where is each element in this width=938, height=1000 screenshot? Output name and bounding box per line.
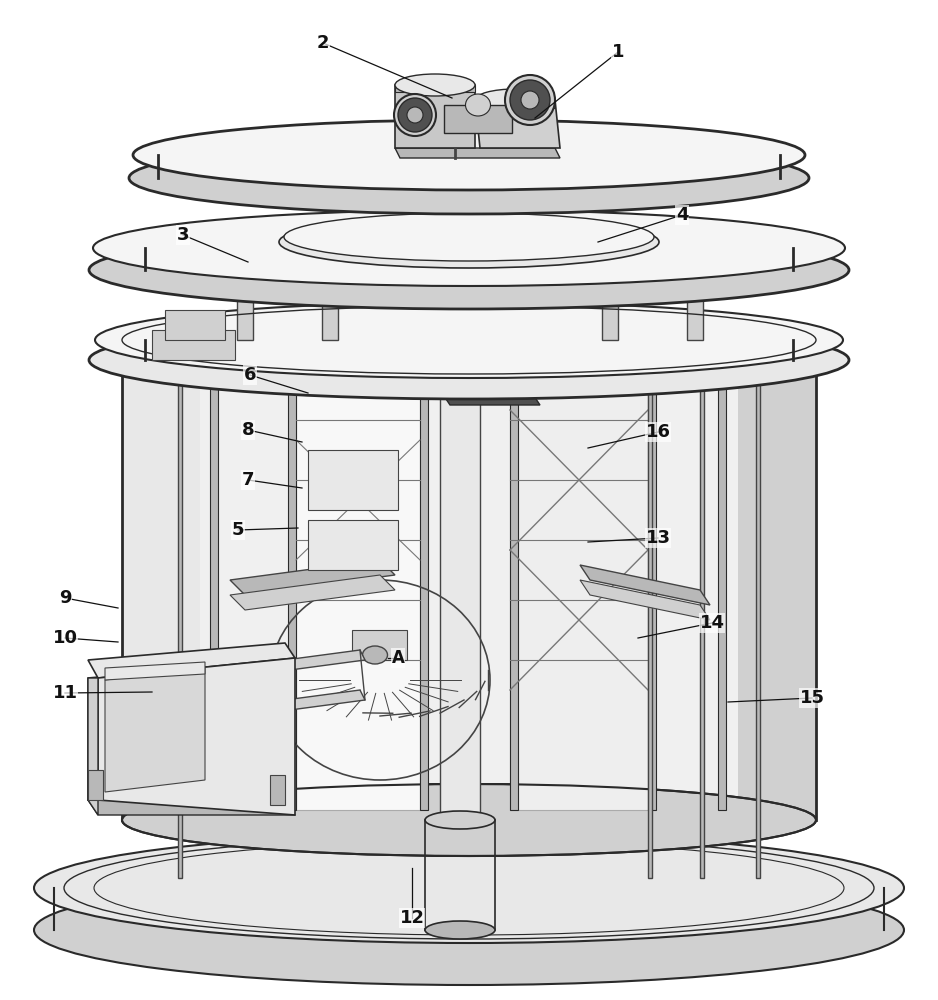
Ellipse shape [521, 91, 539, 109]
Polygon shape [88, 678, 98, 815]
Polygon shape [510, 355, 518, 810]
Polygon shape [395, 85, 475, 148]
Ellipse shape [425, 811, 495, 829]
Polygon shape [105, 668, 205, 792]
Polygon shape [210, 355, 218, 810]
Bar [88, 770, 103, 800]
Text: 6: 6 [244, 366, 256, 384]
Ellipse shape [122, 784, 816, 856]
Polygon shape [756, 340, 760, 878]
Polygon shape [98, 658, 295, 815]
Ellipse shape [34, 875, 904, 985]
Ellipse shape [122, 319, 816, 391]
Ellipse shape [465, 94, 491, 116]
Polygon shape [420, 355, 428, 810]
Text: 15: 15 [799, 689, 825, 707]
Ellipse shape [398, 98, 432, 132]
Polygon shape [602, 258, 618, 340]
Polygon shape [475, 100, 555, 108]
Ellipse shape [34, 833, 904, 943]
Ellipse shape [500, 371, 520, 385]
Text: 9: 9 [59, 589, 71, 607]
Polygon shape [88, 643, 295, 678]
Polygon shape [88, 800, 295, 815]
Bar [352, 630, 407, 660]
Text: 11: 11 [53, 684, 78, 702]
Polygon shape [237, 258, 253, 340]
Polygon shape [88, 660, 285, 800]
Ellipse shape [93, 210, 845, 286]
Ellipse shape [279, 216, 659, 268]
Polygon shape [395, 148, 560, 158]
Ellipse shape [89, 321, 849, 399]
Ellipse shape [362, 646, 387, 664]
Ellipse shape [89, 231, 849, 309]
Polygon shape [285, 690, 365, 710]
Polygon shape [105, 662, 205, 680]
Ellipse shape [394, 94, 436, 136]
Polygon shape [648, 355, 656, 810]
Polygon shape [700, 340, 704, 878]
Polygon shape [440, 355, 480, 820]
Ellipse shape [407, 107, 423, 123]
Polygon shape [122, 355, 200, 820]
Polygon shape [230, 560, 395, 595]
Text: 10: 10 [53, 629, 78, 647]
Polygon shape [648, 340, 652, 878]
Polygon shape [285, 650, 365, 670]
Polygon shape [687, 258, 703, 340]
Bar [308, 450, 398, 510]
Text: 4: 4 [675, 206, 688, 224]
Ellipse shape [284, 213, 654, 261]
Polygon shape [296, 355, 420, 810]
Text: 1: 1 [612, 43, 625, 61]
Polygon shape [580, 565, 710, 605]
Text: 8: 8 [242, 421, 254, 439]
Text: 13: 13 [645, 529, 671, 547]
Ellipse shape [95, 302, 843, 378]
Text: A: A [391, 649, 404, 667]
Polygon shape [738, 355, 816, 820]
Bar [270, 775, 285, 805]
Polygon shape [152, 330, 235, 360]
Ellipse shape [440, 348, 480, 362]
Ellipse shape [425, 921, 495, 939]
Polygon shape [510, 355, 648, 810]
Polygon shape [718, 355, 726, 810]
Polygon shape [475, 100, 560, 148]
Bar [444, 105, 512, 133]
Text: 3: 3 [176, 226, 189, 244]
Polygon shape [288, 355, 296, 810]
Text: 7: 7 [242, 471, 254, 489]
Bar [308, 520, 398, 570]
Polygon shape [395, 85, 475, 92]
Text: 12: 12 [400, 909, 425, 927]
Text: 5: 5 [232, 521, 244, 539]
Polygon shape [200, 355, 738, 820]
Ellipse shape [129, 142, 809, 214]
Text: 2: 2 [317, 34, 329, 52]
Polygon shape [580, 580, 710, 620]
Ellipse shape [133, 120, 805, 190]
Polygon shape [178, 340, 182, 878]
Polygon shape [230, 575, 395, 610]
Polygon shape [440, 390, 540, 405]
Ellipse shape [510, 80, 550, 120]
Ellipse shape [505, 75, 555, 125]
Ellipse shape [440, 813, 480, 827]
Text: 16: 16 [645, 423, 671, 441]
Polygon shape [322, 258, 338, 340]
Ellipse shape [395, 74, 475, 96]
Ellipse shape [475, 89, 555, 111]
Text: 14: 14 [700, 614, 724, 632]
Bar [165, 310, 225, 340]
